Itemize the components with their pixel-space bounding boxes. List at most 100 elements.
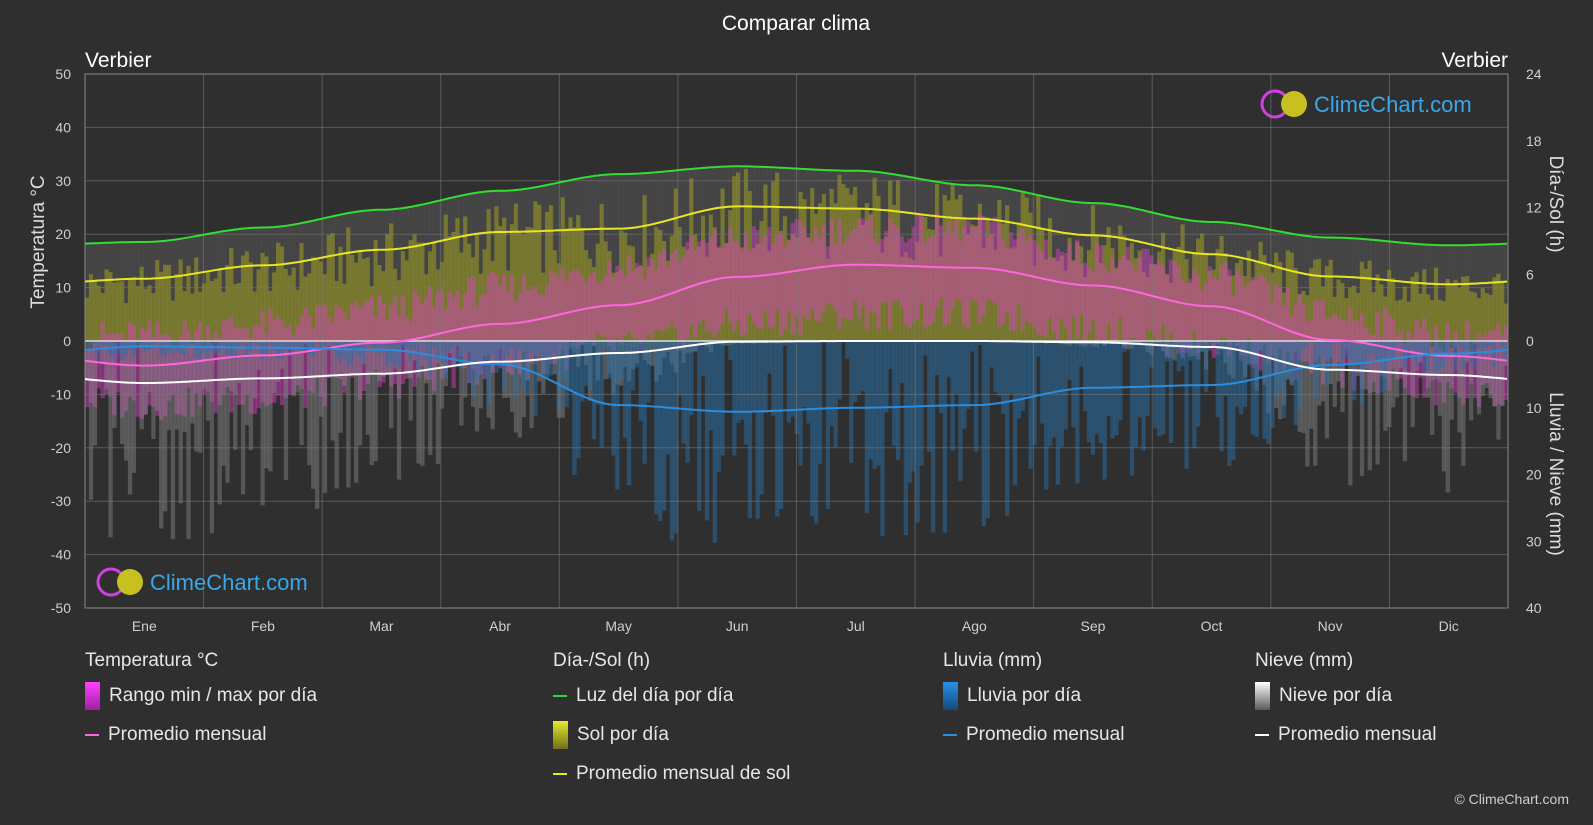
temp-range-bar [127,322,133,397]
rain-bar [853,341,858,402]
sun-bar [1332,296,1337,341]
temp-range-bar [1145,248,1150,329]
rain-bar [1110,341,1115,439]
temp-range-bar [619,270,624,345]
rain-bar [888,341,893,370]
sun-bar [1238,259,1244,341]
sun-bar [669,235,675,341]
sun-bar [517,231,523,341]
temp-range-bar [880,238,885,303]
rain-bar [810,341,815,517]
snow-bar [322,341,328,494]
rain-bar [1215,341,1220,418]
sun-bar [322,274,328,341]
snow-bar [186,341,191,539]
snow-bar [1496,341,1501,440]
sun-bar [1008,248,1014,341]
temp-range-bar [100,321,105,399]
sun-bar [361,258,367,341]
temp-range-bar [993,216,998,304]
x-tick-label: Ago [962,618,987,634]
snow-bar [428,341,433,455]
rain-bar [623,341,628,438]
snow-bar [252,341,257,399]
sun-bar [1309,268,1314,341]
temp-range-bar [810,241,815,311]
sun-bar [307,273,312,341]
snow-bar [221,341,226,466]
rain-bar [923,341,928,356]
rain-bar [860,341,866,392]
snow-bar [650,341,655,366]
sun-bar [704,256,710,341]
sun-bar [907,257,912,341]
rain-bar [447,341,452,352]
legend-label: Rango min / max por día [109,684,318,706]
rain-bar [517,341,523,350]
sun-bar [1433,267,1439,341]
temp-range-bar [1196,274,1201,354]
rain-bar [880,341,885,537]
sun-bar [767,250,772,341]
snow-bar [1410,341,1415,428]
sun-bar [1492,277,1497,341]
snow-bar [459,341,464,426]
y-left-tick-label: 40 [55,119,71,135]
sun-bar [1391,277,1396,341]
daylight-bar [1188,220,1193,341]
sun-bar [1250,280,1255,341]
temp-range-bar [903,242,909,325]
sun-bar [1246,250,1252,341]
temp-range-swatch [85,681,100,710]
sun-bar [685,249,690,341]
rain-bar [182,341,187,355]
temp-range-bar [1005,246,1010,313]
temp-range-bar [708,236,714,332]
rain-bar [576,341,581,459]
temp-range-bar [470,276,476,371]
sun-bar [330,233,335,341]
rain-bar [120,341,125,359]
sun-bar [1184,259,1189,341]
snow-bar [88,341,94,500]
rain-bar [396,341,402,365]
sun-bar [603,241,608,341]
temp-range-bar [739,250,745,336]
sun-bar [268,290,273,341]
rain-bar [1145,341,1150,416]
sun-bar [775,172,780,341]
rain-bar [1157,341,1162,437]
y-left-axis-title: Temperatura °C [28,175,49,308]
temp-range-bar [634,262,640,339]
daylight-bar [665,171,671,341]
temp-range-bar [486,275,491,356]
legend-heading-sun: Día-/Sol (h) [553,650,651,671]
temp-range-bar [1094,242,1100,344]
temp-range-bar [420,303,425,367]
sun-bar [108,272,113,341]
temp-range-bar [767,227,772,327]
temp-range-bar [798,220,803,335]
rain-bar [412,341,417,350]
daylight-bar [634,173,640,341]
y-left-tick-label: 20 [55,226,71,242]
sun-bar [1141,271,1146,341]
temp-range-bar [533,285,538,364]
sun-bar [911,259,916,341]
temp-range-bar [494,274,499,360]
temp-range-bar [720,247,725,325]
sun-bar [1079,246,1084,341]
temp-range-bar [736,241,741,321]
sun-bar [778,230,784,341]
temp-range-bar [205,325,211,392]
sun-bar [100,293,105,341]
sun-bar [1098,263,1103,341]
temp-range-bar [1371,335,1376,383]
rain-bar [299,341,304,351]
rain-bar [1090,341,1096,455]
rain-bar [1005,341,1010,517]
temp-range-bar [1430,347,1435,381]
temp-range-bar [428,286,433,380]
rain-bar [131,341,137,357]
rain-bar [611,341,616,456]
